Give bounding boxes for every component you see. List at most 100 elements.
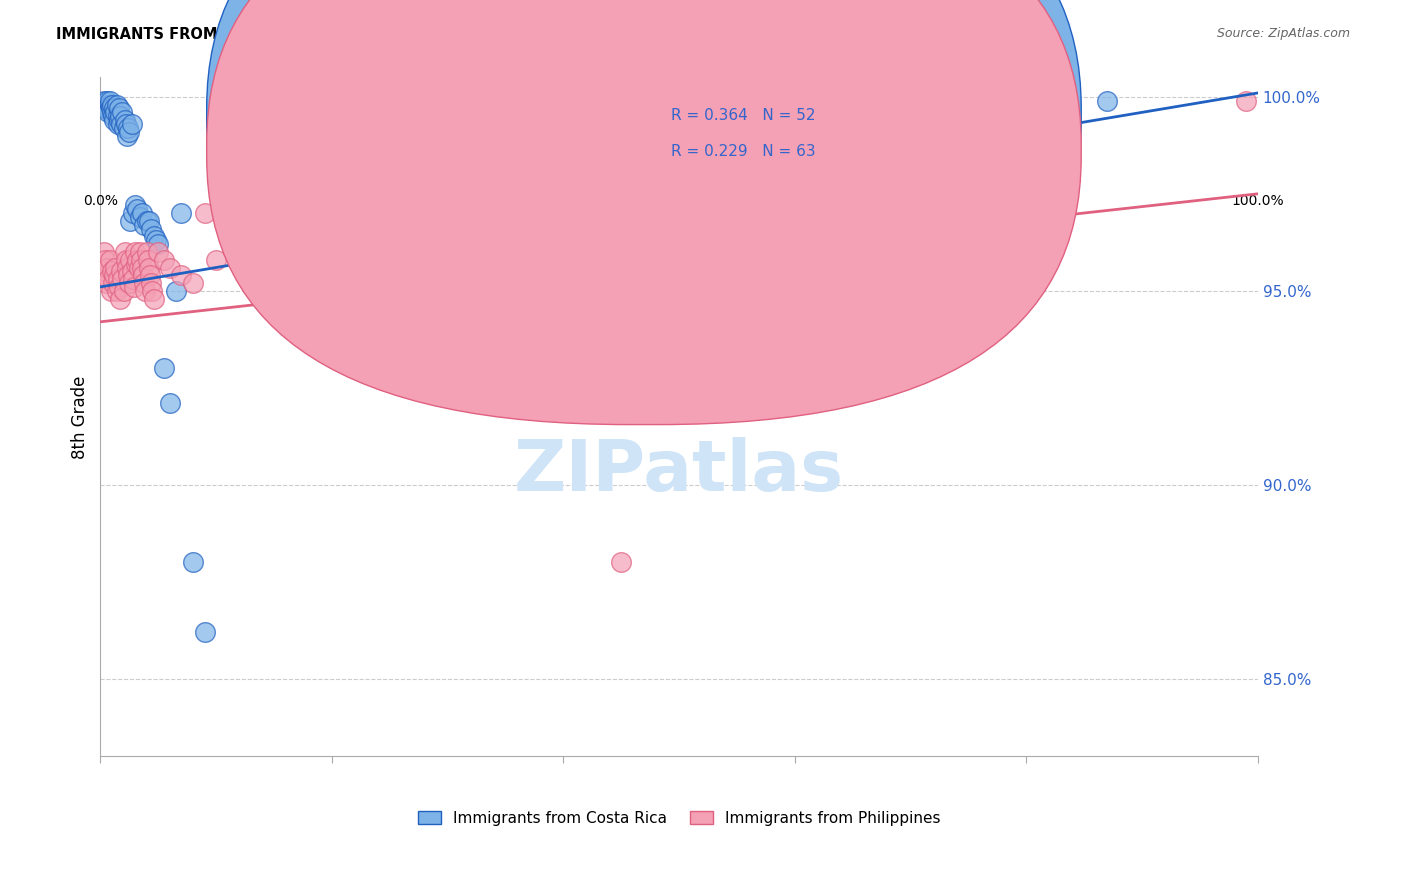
Point bbox=[101, 276, 124, 290]
Point bbox=[114, 252, 136, 267]
Point bbox=[105, 284, 128, 298]
Point bbox=[101, 264, 124, 278]
Point bbox=[108, 280, 131, 294]
Point bbox=[114, 117, 136, 131]
Point bbox=[120, 252, 142, 267]
Point bbox=[1234, 94, 1257, 108]
Point bbox=[125, 257, 148, 271]
Point bbox=[263, 214, 285, 228]
Point bbox=[114, 113, 136, 128]
Point bbox=[91, 264, 114, 278]
Point bbox=[217, 198, 239, 212]
Point bbox=[98, 252, 121, 267]
Point bbox=[128, 260, 150, 275]
Point bbox=[101, 97, 124, 112]
Point bbox=[436, 175, 458, 189]
Point bbox=[228, 245, 250, 260]
Point bbox=[98, 97, 121, 112]
Point bbox=[141, 284, 163, 298]
Point bbox=[105, 97, 128, 112]
Point bbox=[134, 284, 156, 298]
Point bbox=[298, 221, 321, 235]
Point bbox=[110, 264, 132, 278]
Point bbox=[148, 245, 170, 260]
Point bbox=[96, 94, 118, 108]
Point bbox=[131, 206, 153, 220]
Point bbox=[117, 268, 139, 283]
Point bbox=[170, 206, 193, 220]
Point bbox=[124, 245, 146, 260]
Point bbox=[93, 245, 115, 260]
Point bbox=[132, 268, 155, 283]
Text: Source: ZipAtlas.com: Source: ZipAtlas.com bbox=[1216, 27, 1350, 40]
Point bbox=[120, 214, 142, 228]
Point bbox=[135, 245, 157, 260]
Point bbox=[101, 109, 124, 123]
Point bbox=[153, 252, 176, 267]
Point bbox=[332, 186, 354, 201]
Point bbox=[94, 252, 117, 267]
Point bbox=[107, 272, 129, 286]
Point bbox=[141, 276, 163, 290]
Point bbox=[135, 214, 157, 228]
Point bbox=[104, 105, 127, 120]
Point bbox=[94, 102, 117, 116]
Point bbox=[96, 260, 118, 275]
Point bbox=[378, 183, 401, 197]
Point bbox=[103, 102, 125, 116]
Point bbox=[159, 260, 181, 275]
Point bbox=[141, 221, 163, 235]
Point bbox=[118, 125, 141, 139]
Point bbox=[103, 268, 125, 283]
Point bbox=[108, 109, 131, 123]
Point bbox=[107, 109, 129, 123]
Point bbox=[100, 102, 122, 116]
Point bbox=[114, 245, 136, 260]
Point bbox=[127, 202, 149, 217]
Point bbox=[205, 252, 228, 267]
Point bbox=[193, 625, 215, 640]
Point bbox=[134, 276, 156, 290]
Point bbox=[108, 113, 131, 128]
Point bbox=[110, 117, 132, 131]
Point bbox=[134, 218, 156, 232]
Point bbox=[193, 206, 215, 220]
Point bbox=[104, 260, 127, 275]
Point bbox=[103, 113, 125, 128]
Point bbox=[94, 97, 117, 112]
Point bbox=[145, 233, 167, 247]
Point bbox=[121, 264, 143, 278]
Point bbox=[121, 117, 143, 131]
Text: 0.0%: 0.0% bbox=[83, 194, 118, 208]
Point bbox=[98, 94, 121, 108]
Point bbox=[115, 260, 138, 275]
Point bbox=[121, 206, 143, 220]
Point bbox=[97, 272, 120, 286]
Point bbox=[153, 361, 176, 376]
Point bbox=[138, 260, 160, 275]
Point bbox=[610, 555, 633, 569]
Point bbox=[553, 233, 575, 247]
Point bbox=[495, 226, 517, 240]
Point bbox=[117, 120, 139, 135]
Text: R = 0.229   N = 63: R = 0.229 N = 63 bbox=[671, 145, 815, 159]
Point bbox=[93, 94, 115, 108]
Point bbox=[124, 198, 146, 212]
Point bbox=[139, 268, 162, 283]
Point bbox=[285, 322, 308, 336]
Text: R = 0.364   N = 52: R = 0.364 N = 52 bbox=[671, 109, 815, 123]
Point bbox=[101, 105, 124, 120]
Point bbox=[91, 97, 114, 112]
Point bbox=[122, 280, 145, 294]
Text: IMMIGRANTS FROM COSTA RICA VS IMMIGRANTS FROM PHILIPPINES 8TH GRADE CORRELATION : IMMIGRANTS FROM COSTA RICA VS IMMIGRANTS… bbox=[56, 27, 904, 42]
Point bbox=[112, 284, 135, 298]
Point bbox=[1097, 94, 1119, 108]
Point bbox=[107, 117, 129, 131]
Point bbox=[112, 120, 135, 135]
Text: ZIPatlas: ZIPatlas bbox=[515, 437, 844, 506]
Point bbox=[181, 555, 204, 569]
Point bbox=[165, 284, 187, 298]
Point bbox=[159, 396, 181, 410]
Point bbox=[136, 252, 159, 267]
Point bbox=[108, 102, 131, 116]
